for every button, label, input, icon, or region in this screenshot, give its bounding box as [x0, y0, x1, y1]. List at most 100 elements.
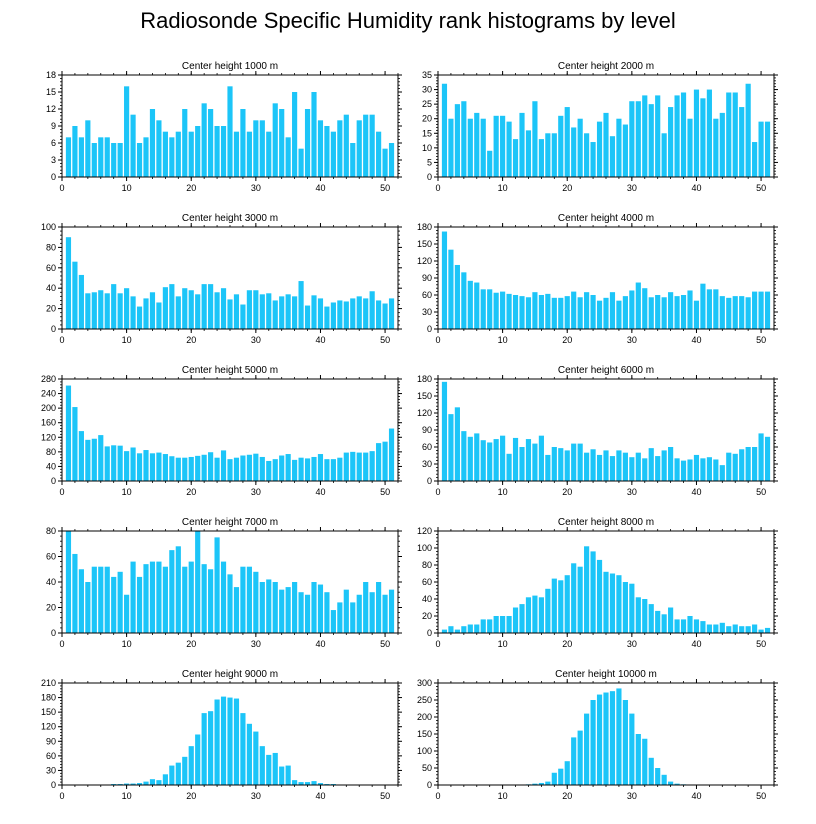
y-tick-label: 180 [417, 374, 432, 384]
x-tick-label: 40 [315, 183, 325, 193]
main-title: Radiosonde Specific Humidity rank histog… [140, 8, 676, 33]
histogram-bar [188, 290, 194, 329]
histogram-bar [240, 109, 246, 177]
histogram-bar [227, 299, 233, 329]
histogram-bar [91, 143, 97, 177]
histogram-bar [629, 583, 635, 633]
histogram-bar [609, 691, 616, 785]
histogram-bar [304, 594, 311, 633]
histogram-bar [467, 436, 473, 481]
histogram-bar [272, 582, 278, 633]
histogram-bar [304, 305, 311, 329]
histogram-bar [693, 454, 700, 481]
histogram-bar [356, 296, 362, 329]
x-tick-label: 30 [627, 791, 637, 801]
histogram-bar [292, 92, 298, 177]
histogram-bar [317, 120, 324, 177]
x-tick-label: 30 [251, 487, 261, 497]
histogram-bar [584, 133, 590, 177]
x-tick-label: 50 [380, 639, 390, 649]
histogram-bar [500, 115, 506, 177]
histogram-bar [551, 772, 557, 785]
histogram-bar [506, 121, 512, 177]
histogram-bar [674, 783, 680, 785]
histogram-bar [162, 774, 168, 785]
histogram-bar [162, 566, 168, 633]
histogram-bar [752, 142, 758, 177]
histogram-bar [571, 291, 577, 329]
histogram-bar [461, 431, 467, 481]
y-tick-label: 0 [427, 628, 432, 638]
histogram-bar [149, 779, 156, 785]
histogram-bar [719, 296, 725, 329]
x-tick-label: 40 [691, 183, 701, 193]
histogram-bar [622, 124, 628, 177]
histogram-bar [558, 297, 564, 329]
histogram-bar [369, 114, 375, 177]
y-tick-label: 50 [422, 763, 432, 773]
histogram-bar [764, 291, 771, 329]
histogram-bar [330, 459, 336, 481]
histogram-bar [493, 115, 499, 177]
histogram-bar [246, 131, 252, 177]
histogram-bar [739, 296, 745, 329]
histogram-bar [758, 629, 764, 633]
x-tick-label: 0 [59, 639, 64, 649]
histogram-bar [693, 89, 700, 177]
histogram-bar [136, 783, 143, 785]
histogram-bar [752, 291, 758, 329]
histogram-bar [493, 616, 499, 633]
x-tick-label: 30 [251, 639, 261, 649]
histogram-bar [758, 433, 764, 481]
histogram-bar [616, 118, 622, 177]
y-tick-label: 200 [417, 712, 432, 722]
histogram-bar [661, 450, 667, 481]
histogram-bar [454, 264, 460, 329]
histogram-bar [376, 300, 382, 329]
x-tick-label: 20 [562, 487, 572, 497]
histogram-bar [590, 449, 596, 481]
histogram-bar [188, 456, 194, 481]
histogram-bar [124, 783, 130, 785]
histogram-bar [577, 297, 583, 329]
histogram-bar [674, 296, 680, 329]
histogram-bar [668, 607, 674, 633]
histogram-bar [369, 291, 375, 329]
histogram-bar [674, 458, 680, 481]
histogram-bar [201, 103, 207, 177]
histogram-bar [635, 597, 641, 633]
y-tick-label: 60 [46, 751, 56, 761]
histogram-bar [558, 115, 564, 177]
histogram-bar [130, 447, 136, 481]
histogram-bar [214, 699, 220, 785]
histogram-bar [706, 89, 712, 177]
histogram-bar [311, 92, 317, 177]
histogram-bar [500, 291, 506, 329]
histogram-bar [356, 120, 362, 177]
histogram-bar [143, 564, 149, 633]
histogram-bar [616, 575, 622, 633]
y-tick-label: 180 [417, 222, 432, 232]
y-tick-label: 9 [51, 121, 56, 131]
histogram-bar [752, 447, 758, 481]
histogram-bar [655, 768, 661, 785]
histogram-bar [596, 121, 603, 177]
y-tick-label: 60 [422, 577, 432, 587]
histogram-bar [538, 295, 544, 329]
histogram-bar [668, 447, 674, 481]
histogram-bar [343, 301, 349, 329]
histogram-bar [124, 594, 130, 633]
histogram-bar [104, 293, 110, 329]
panel-title: Center height 3000 m [182, 213, 278, 224]
histogram-bar [525, 130, 532, 177]
histogram-bar [745, 297, 751, 329]
histogram-bar [680, 295, 687, 329]
histogram-bar [85, 293, 91, 329]
x-tick-label: 40 [691, 639, 701, 649]
y-tick-label: 40 [46, 577, 56, 587]
histogram-bar [493, 439, 499, 481]
histogram-bar [551, 297, 557, 329]
histogram-bar [124, 288, 130, 329]
histogram-bar [687, 290, 693, 329]
histogram-bar [169, 765, 175, 785]
